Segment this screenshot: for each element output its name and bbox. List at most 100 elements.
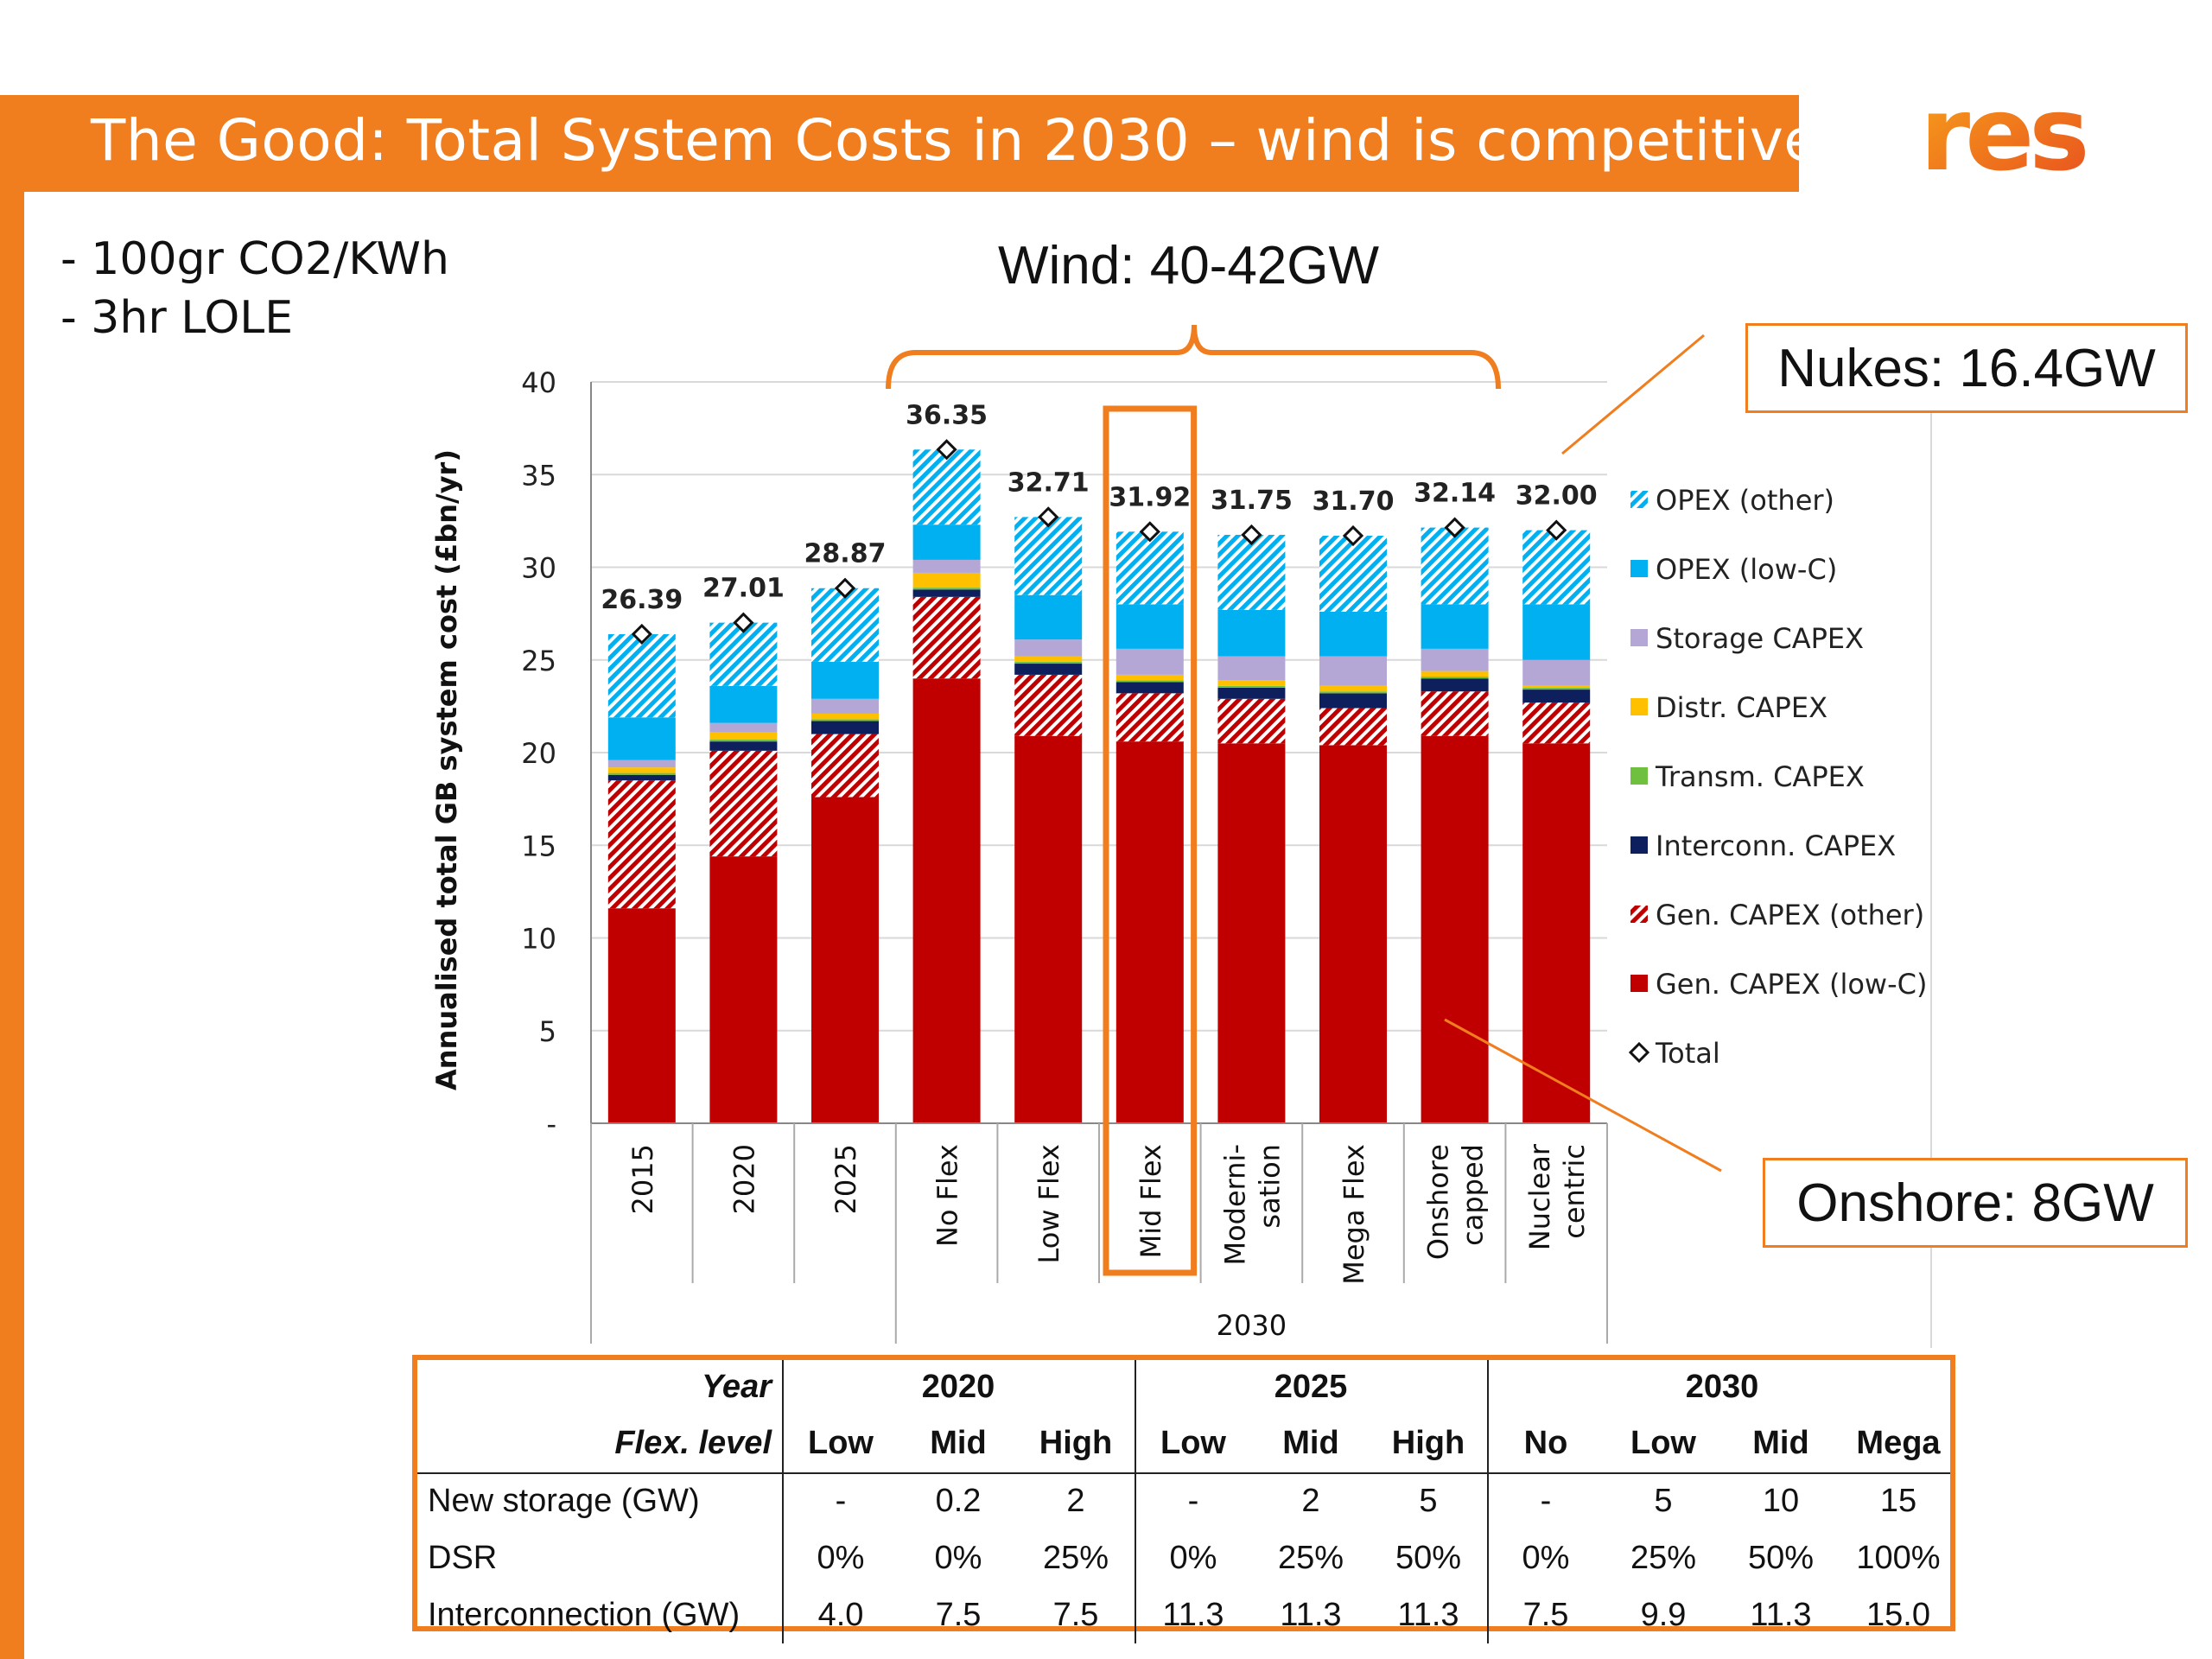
bar-segment-opex-low-c- bbox=[607, 717, 676, 760]
legend-entry: Gen. CAPEX (low-C) bbox=[1656, 968, 1927, 1001]
legend-entry: Transm. CAPEX bbox=[1655, 760, 1865, 793]
nukes-leader-line bbox=[1561, 334, 1705, 455]
y-tick-label: 35 bbox=[521, 459, 556, 492]
bar-segment-interconn-capex bbox=[811, 721, 879, 734]
table-cell: 11.3 bbox=[1397, 1596, 1459, 1633]
bar-segment-opex-other- bbox=[709, 622, 778, 686]
bar-segment-opex-other- bbox=[1014, 517, 1083, 595]
table-cell: 11.3 bbox=[1162, 1596, 1224, 1633]
bar-segment-opex-other- bbox=[1522, 530, 1591, 605]
bar-segment-opex-low-c- bbox=[1116, 604, 1184, 649]
table-year-label: Year bbox=[702, 1368, 772, 1405]
bar-segment-storage-capex bbox=[912, 559, 981, 573]
bar-segment-opex-other- bbox=[1116, 531, 1184, 605]
bar-segment-gen-capex-other- bbox=[1014, 674, 1083, 736]
bar-segment-opex-low-c- bbox=[912, 524, 981, 560]
bar-segment-opex-low-c- bbox=[1522, 604, 1591, 660]
table-cell: 25% bbox=[1277, 1539, 1344, 1576]
y-tick-label: 20 bbox=[521, 737, 556, 770]
bar-segment-interconn-capex bbox=[607, 774, 676, 781]
total-data-label: 32.71 bbox=[1007, 467, 1090, 498]
y-axis-title: Annualised total GB system cost (£bn/yr) bbox=[430, 449, 463, 1090]
total-marker bbox=[631, 623, 652, 645]
legend-entry: Total bbox=[1655, 1037, 1720, 1070]
bar-segment-opex-low-c- bbox=[1217, 609, 1286, 657]
bar-segment-gen-capex-other- bbox=[709, 750, 778, 857]
legend-swatch bbox=[1630, 560, 1648, 577]
total-marker bbox=[1139, 521, 1160, 543]
stacked-bar-chart: 26.39 27.01 28.87 36.35 32.71 31.92 31.75 31.70… bbox=[430, 324, 1932, 1348]
total-marker bbox=[733, 612, 754, 633]
bar-segment-interconn-capex bbox=[1522, 690, 1591, 703]
total-marker bbox=[834, 577, 856, 599]
bar-segment-transm-capex bbox=[607, 772, 676, 775]
x-tick-label: capped bbox=[1457, 1144, 1490, 1246]
table-cell: 7.5 bbox=[1522, 1596, 1569, 1633]
bar-segment-distr-capex bbox=[912, 572, 981, 588]
bar-segment-opex-other- bbox=[912, 449, 981, 525]
total-data-label: 31.70 bbox=[1313, 486, 1395, 517]
bar-segment-transm-capex bbox=[1014, 661, 1083, 664]
bar-segment-opex-other- bbox=[1217, 534, 1286, 610]
table-cell: 25% bbox=[1630, 1539, 1697, 1576]
bar-segment-opex-low-c- bbox=[1421, 604, 1489, 649]
table-row-label: DSR bbox=[428, 1539, 498, 1576]
nukes-callout: Nukes: 16.4GW bbox=[1745, 323, 2188, 413]
table-year-header: 2030 bbox=[1685, 1368, 1759, 1405]
table-divider bbox=[782, 1360, 784, 1643]
x-tick-label: 2015 bbox=[626, 1144, 659, 1214]
table-flex-level: Mega bbox=[1856, 1424, 1941, 1461]
legend-entry: Storage CAPEX bbox=[1656, 622, 1864, 655]
x-tick-label: Nuclear bbox=[1523, 1143, 1556, 1250]
table-cell: 0% bbox=[1169, 1539, 1217, 1576]
chart-y-axis: - 5 10 15 20 25 30 35 40 Annualised total GB syst… bbox=[430, 366, 592, 1141]
bullet-lole: - 3hr LOLE bbox=[60, 292, 294, 344]
bar-segment-gen-capex-other- bbox=[1217, 698, 1286, 744]
bar-segment-opex-low-c- bbox=[1319, 611, 1387, 657]
legend-entry: Gen. CAPEX (other) bbox=[1656, 899, 1924, 931]
bar-segment-opex-other- bbox=[607, 633, 676, 718]
table-cell: 0% bbox=[1522, 1539, 1570, 1576]
bar-segment-storage-capex bbox=[709, 722, 778, 733]
bar-segment-interconn-capex bbox=[1319, 693, 1387, 709]
mid-flex-highlight bbox=[1103, 405, 1198, 1276]
x-tick-label: Moderni- bbox=[1218, 1144, 1251, 1266]
bar-segment-gen-capex-other- bbox=[1116, 693, 1184, 742]
table-cell: - bbox=[1540, 1482, 1552, 1519]
bar-segment-gen-capex-other- bbox=[1421, 691, 1489, 736]
table-flex-level: Mid bbox=[1752, 1424, 1809, 1461]
legend-swatch-total bbox=[1628, 1041, 1650, 1064]
bar-segment-distr-capex bbox=[1014, 656, 1083, 662]
bar-segment-interconn-capex bbox=[1014, 664, 1083, 675]
table-flex-level: Low bbox=[808, 1424, 874, 1461]
total-marker bbox=[1038, 506, 1059, 528]
y-tick-label: - bbox=[546, 1108, 556, 1141]
table-cell: 50% bbox=[1395, 1539, 1462, 1576]
bar-segment-transm-capex bbox=[1319, 691, 1387, 694]
total-marker bbox=[1444, 517, 1465, 538]
table-cell: 0% bbox=[934, 1539, 982, 1576]
table-flex-level: High bbox=[1391, 1424, 1465, 1461]
onshore-leader-line bbox=[1444, 1018, 1722, 1173]
bar-segment-interconn-capex bbox=[1116, 682, 1184, 694]
table-cell: 9.9 bbox=[1640, 1596, 1687, 1633]
table-year-header: 2025 bbox=[1274, 1368, 1348, 1405]
bar-segment-transm-capex bbox=[811, 719, 879, 721]
res-logo: res bbox=[1920, 93, 2090, 180]
legend-swatch bbox=[1630, 698, 1648, 715]
bar-segment-interconn-capex bbox=[912, 589, 981, 597]
slide-title: The Good: Total System Costs in 2030 – w… bbox=[91, 107, 1820, 174]
total-data-label: 27.01 bbox=[702, 574, 785, 604]
onshore-callout: Onshore: 8GW bbox=[1763, 1158, 2188, 1248]
table-cell: 5 bbox=[1654, 1482, 1673, 1519]
bar-segment-distr-capex bbox=[1522, 685, 1591, 688]
bar-segment-transm-capex bbox=[1217, 685, 1286, 688]
y-tick-label: 40 bbox=[521, 366, 556, 399]
table-flex-level: High bbox=[1039, 1424, 1113, 1461]
logo-text: res bbox=[1920, 93, 2085, 180]
bar-segment-gen-capex-low-c- bbox=[1014, 735, 1083, 1123]
table-year-header: 2020 bbox=[921, 1368, 995, 1405]
total-data-label: 31.92 bbox=[1109, 482, 1191, 512]
legend-swatch bbox=[1630, 836, 1648, 854]
bar-segment-gen-capex-other- bbox=[607, 780, 676, 909]
